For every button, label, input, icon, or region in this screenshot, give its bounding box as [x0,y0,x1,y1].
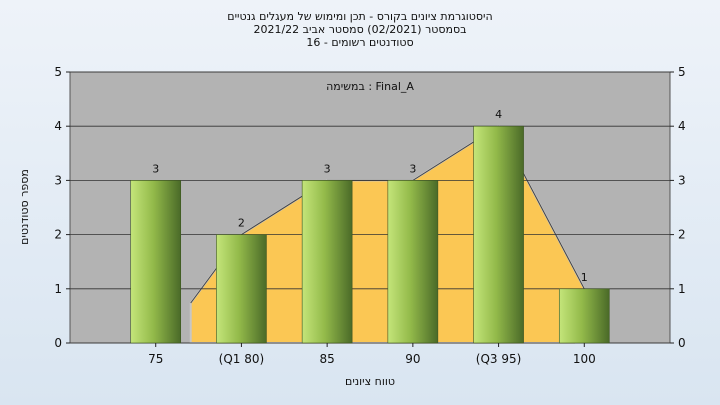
bar [387,180,439,344]
chart-title-line-1: היסטוגרמת ציונים בקורס - תכן ומימוש של מ… [227,10,493,23]
y-tick-label-right: 1 [678,282,686,296]
x-tick-label: 85 [320,352,335,366]
bar-value-label: 3 [409,162,416,175]
x-tick-label: 100 [573,352,596,366]
bar-value-label: 4 [495,108,502,121]
x-axis-label: טווח ציונים [345,375,395,388]
bar-value-label: 1 [581,271,588,284]
x-tick-label: 90 [405,352,420,366]
legend-text: במשימה : Final_A [326,80,414,93]
bar-value-label: 3 [324,162,331,175]
bar-value-label: 3 [152,162,159,175]
y-tick-label-right: 3 [678,173,686,187]
y-axis-label: מספר סטודנטים [18,169,31,245]
y-tick-label-left: 4 [54,119,62,133]
bar [216,234,267,344]
y-tick-label-right: 4 [678,119,686,133]
chart-title-line-2: בסמסטר (02/2021) סמסטר אביב 2021/22 [253,23,467,36]
bar-value-label: 2 [238,217,245,230]
bar [130,180,182,344]
y-tick-label-right: 5 [678,65,686,79]
y-tick-label-right: 0 [678,336,686,350]
bar [473,125,524,344]
y-tick-label-left: 5 [54,65,62,79]
x-tick-label: (Q1 80) [219,352,265,366]
y-tick-label-left: 2 [54,228,62,242]
y-tick-label-left: 0 [54,336,62,350]
bar [301,180,353,344]
x-tick-label: (Q3 95) [476,352,522,366]
y-tick-label-left: 1 [54,282,62,296]
y-tick-label-right: 2 [678,228,686,242]
bar [558,288,610,344]
x-tick-label: 75 [148,352,163,366]
y-tick-label-left: 3 [54,173,62,187]
chart-title-line-3: סטודנטים רשומים - 16 [306,36,414,49]
